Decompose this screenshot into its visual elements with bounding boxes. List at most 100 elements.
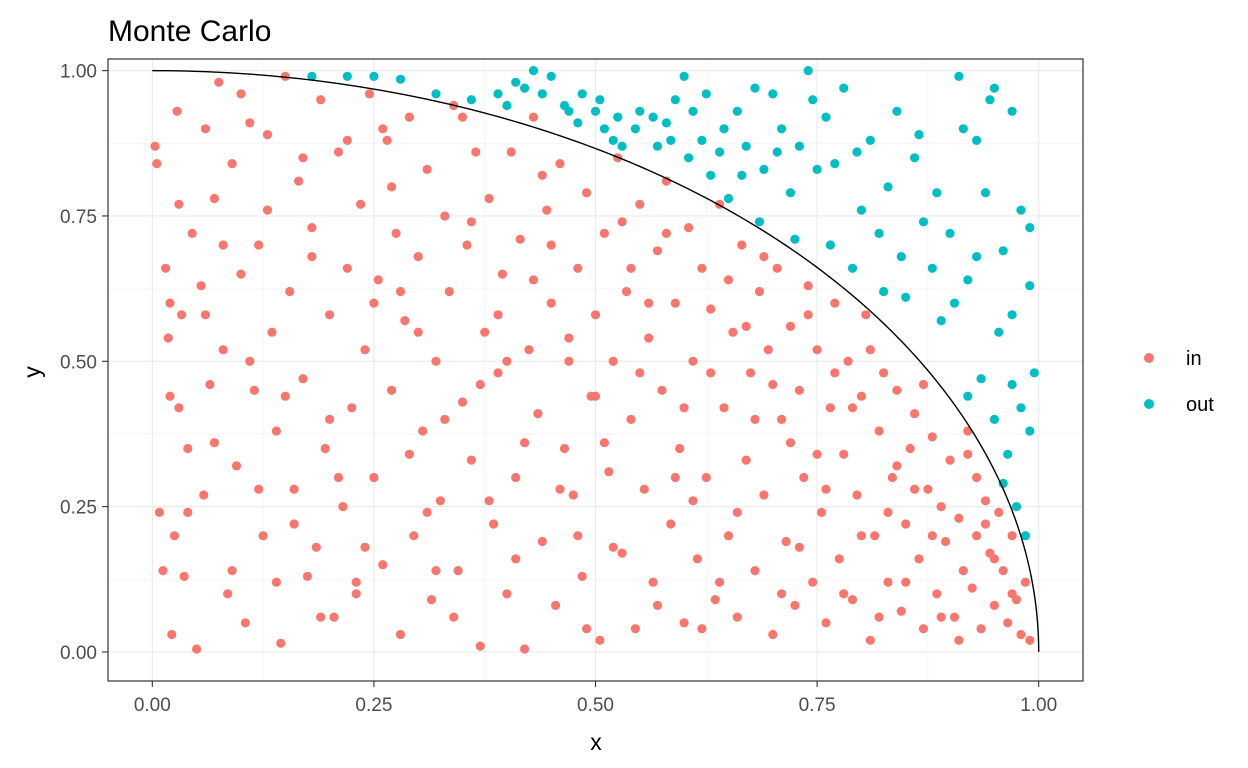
point-in bbox=[706, 304, 716, 314]
point-in bbox=[223, 589, 233, 599]
point-in bbox=[825, 403, 836, 413]
point-in bbox=[688, 496, 698, 506]
point-out bbox=[918, 217, 929, 227]
point-in bbox=[910, 409, 920, 419]
point-in bbox=[245, 356, 255, 366]
grid-lines bbox=[108, 59, 1083, 681]
point-in bbox=[723, 531, 734, 541]
point-out bbox=[688, 106, 698, 116]
point-in bbox=[777, 589, 787, 599]
point-in bbox=[980, 496, 991, 506]
point-in bbox=[520, 644, 530, 654]
point-in bbox=[914, 554, 924, 564]
point-in bbox=[737, 240, 747, 250]
point-out bbox=[670, 95, 680, 105]
point-in bbox=[954, 513, 964, 523]
point-in bbox=[294, 176, 304, 186]
point-out bbox=[852, 147, 862, 157]
point-in bbox=[785, 438, 796, 448]
point-out bbox=[599, 124, 610, 134]
point-in bbox=[462, 240, 472, 250]
point-in bbox=[644, 298, 654, 308]
point-out bbox=[954, 71, 964, 81]
point-out bbox=[395, 74, 406, 84]
point-out bbox=[630, 124, 641, 134]
point-in bbox=[533, 409, 543, 419]
point-in bbox=[449, 612, 459, 622]
point-in bbox=[923, 484, 933, 494]
point-in bbox=[852, 490, 862, 500]
point-in bbox=[750, 566, 760, 576]
point-in bbox=[329, 612, 339, 622]
point-out bbox=[573, 118, 583, 128]
point-out bbox=[1007, 106, 1017, 116]
point-in bbox=[901, 577, 911, 587]
point-out bbox=[910, 153, 920, 163]
point-in bbox=[794, 542, 805, 552]
point-out bbox=[945, 228, 955, 238]
point-out bbox=[794, 141, 805, 151]
point-out bbox=[595, 95, 605, 105]
point-in bbox=[679, 403, 689, 413]
point-in bbox=[808, 577, 818, 587]
point-in bbox=[941, 536, 951, 547]
point-in bbox=[715, 577, 725, 587]
point-in bbox=[311, 542, 321, 552]
point-in bbox=[528, 275, 539, 285]
point-in bbox=[551, 600, 561, 611]
point-in bbox=[493, 310, 503, 320]
point-in bbox=[1007, 531, 1017, 541]
y-tick-label: 0.25 bbox=[60, 498, 97, 519]
point-out bbox=[723, 193, 734, 204]
point-in bbox=[431, 356, 441, 366]
point-in bbox=[635, 368, 645, 378]
point-out bbox=[958, 124, 968, 134]
point-in bbox=[573, 531, 583, 541]
point-in bbox=[728, 327, 738, 337]
point-in bbox=[980, 519, 991, 529]
point-in bbox=[391, 228, 401, 238]
point-in bbox=[936, 502, 946, 512]
point-in bbox=[958, 566, 968, 576]
y-tick-label: 1.00 bbox=[60, 62, 97, 83]
point-out bbox=[1029, 368, 1039, 378]
x-axis-title: x bbox=[590, 729, 602, 755]
quarter-circle-curve bbox=[152, 69, 1040, 652]
point-in bbox=[413, 327, 423, 337]
point-in bbox=[750, 414, 760, 424]
point-out bbox=[715, 147, 725, 157]
point-in bbox=[342, 263, 352, 273]
point-in bbox=[174, 199, 184, 209]
point-out bbox=[998, 246, 1008, 256]
point-in bbox=[626, 414, 636, 424]
point-in bbox=[316, 612, 326, 622]
point-in bbox=[870, 531, 880, 541]
point-out bbox=[785, 188, 796, 198]
point-in bbox=[163, 333, 173, 343]
point-in bbox=[785, 321, 796, 331]
point-out bbox=[546, 71, 556, 81]
point-out bbox=[980, 188, 991, 198]
point-in bbox=[258, 531, 268, 541]
point-in bbox=[763, 345, 773, 355]
point-in bbox=[834, 554, 844, 564]
point-in bbox=[161, 263, 171, 273]
point-in bbox=[976, 624, 986, 634]
point-out bbox=[936, 316, 946, 326]
point-in bbox=[440, 414, 450, 424]
point-in bbox=[502, 356, 512, 366]
point-in bbox=[688, 356, 698, 366]
point-in bbox=[732, 612, 742, 622]
point-in bbox=[480, 327, 490, 337]
point-in bbox=[746, 368, 756, 378]
point-in bbox=[910, 484, 920, 494]
point-in bbox=[493, 368, 503, 378]
point-in bbox=[271, 577, 281, 587]
point-in bbox=[812, 449, 822, 459]
point-in bbox=[404, 449, 414, 459]
point-in bbox=[692, 554, 703, 564]
point-in bbox=[231, 461, 242, 471]
point-out bbox=[994, 327, 1004, 337]
point-in bbox=[209, 438, 219, 448]
point-in bbox=[590, 310, 601, 320]
